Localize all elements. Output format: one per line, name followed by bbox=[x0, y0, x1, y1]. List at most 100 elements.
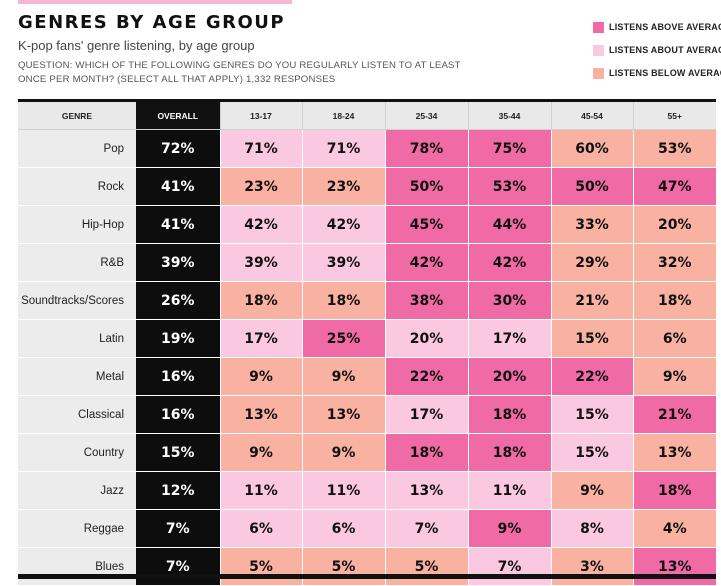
survey-question: QUESTION: WHICH OF THE FOLLOWING GENRES … bbox=[18, 60, 461, 85]
column-header-age: 13-17 bbox=[219, 99, 302, 130]
value-cell: 18% bbox=[467, 433, 551, 472]
genre-label: Hip-Hop bbox=[18, 205, 136, 244]
table-row: Classical 16% 13% 13% 17% 18% 15% 21% bbox=[18, 395, 716, 434]
value-cell: 38% bbox=[384, 281, 468, 320]
overall-value: 39% bbox=[136, 243, 220, 282]
value-cell: 15% bbox=[550, 433, 633, 472]
value-cell: 42% bbox=[384, 243, 468, 282]
column-header-age: 25-34 bbox=[384, 99, 468, 130]
value-cell: 8% bbox=[550, 509, 633, 548]
value-cell: 13% bbox=[384, 471, 468, 510]
title-accent-bar bbox=[18, 0, 292, 4]
chart-subtitle: K-pop fans' genre listening, by age grou… bbox=[18, 38, 255, 53]
table-row: Country 15% 9% 9% 18% 18% 15% 13% bbox=[18, 433, 716, 472]
legend-swatch-below bbox=[593, 68, 604, 79]
value-cell: 9% bbox=[467, 509, 551, 548]
value-cell: 9% bbox=[301, 357, 385, 396]
value-cell: 23% bbox=[219, 167, 302, 206]
value-cell: 15% bbox=[550, 319, 633, 358]
value-cell: 7% bbox=[467, 547, 551, 586]
legend-swatch-above bbox=[593, 22, 604, 33]
chart-title: GENRES BY AGE GROUP bbox=[18, 12, 286, 33]
value-cell: 25% bbox=[301, 319, 385, 358]
value-cell: 6% bbox=[301, 509, 385, 548]
value-cell: 23% bbox=[301, 167, 385, 206]
value-cell: 9% bbox=[219, 357, 302, 396]
overall-value: 12% bbox=[136, 471, 220, 510]
value-cell: 21% bbox=[550, 281, 633, 320]
value-cell: 5% bbox=[219, 547, 302, 586]
table-row: Pop 72% 71% 71% 78% 75% 60% 53% bbox=[18, 129, 716, 168]
value-cell: 6% bbox=[219, 509, 302, 548]
value-cell: 47% bbox=[632, 167, 716, 206]
column-header-age: 55+ bbox=[632, 99, 716, 130]
value-cell: 7% bbox=[384, 509, 468, 548]
genre-label: Latin bbox=[18, 319, 136, 358]
legend-label-about: LISTENS ABOUT AVERAGE bbox=[609, 45, 721, 55]
value-cell: 20% bbox=[632, 205, 716, 244]
value-cell: 60% bbox=[550, 129, 633, 168]
table-body: Pop 72% 71% 71% 78% 75% 60% 53% Rock 41% 23% 23% 50%… bbox=[18, 129, 716, 586]
value-cell: 13% bbox=[301, 395, 385, 434]
value-cell: 13% bbox=[219, 395, 302, 434]
legend-label-below: LISTENS BELOW AVERAGE bbox=[609, 68, 721, 78]
genre-label: Reggae bbox=[18, 509, 136, 548]
value-cell: 18% bbox=[632, 281, 716, 320]
column-header-age: 35-44 bbox=[467, 99, 551, 130]
value-cell: 17% bbox=[384, 395, 468, 434]
value-cell: 11% bbox=[219, 471, 302, 510]
value-cell: 9% bbox=[219, 433, 302, 472]
value-cell: 33% bbox=[550, 205, 633, 244]
genre-label: Jazz bbox=[18, 471, 136, 510]
value-cell: 18% bbox=[467, 395, 551, 434]
table-row: Reggae 7% 6% 6% 7% 9% 8% 4% bbox=[18, 509, 716, 548]
value-cell: 50% bbox=[384, 167, 468, 206]
table-header-row: GENRE OVERALL 13-17 18-24 25-34 35-44 45-54 55+ bbox=[18, 99, 716, 130]
overall-value: 7% bbox=[136, 547, 220, 586]
overall-value: 72% bbox=[136, 129, 220, 168]
value-cell: 13% bbox=[632, 547, 716, 586]
value-cell: 4% bbox=[632, 509, 716, 548]
value-cell: 13% bbox=[632, 433, 716, 472]
bottom-rule bbox=[18, 574, 716, 579]
genre-label: Metal bbox=[18, 357, 136, 396]
value-cell: 75% bbox=[467, 129, 551, 168]
value-cell: 3% bbox=[550, 547, 633, 586]
value-cell: 20% bbox=[467, 357, 551, 396]
value-cell: 44% bbox=[467, 205, 551, 244]
value-cell: 9% bbox=[632, 357, 716, 396]
table-row: Blues 7% 5% 5% 5% 7% 3% 13% bbox=[18, 547, 716, 586]
value-cell: 20% bbox=[384, 319, 468, 358]
value-cell: 17% bbox=[219, 319, 302, 358]
value-cell: 29% bbox=[550, 243, 633, 282]
overall-value: 7% bbox=[136, 509, 220, 548]
value-cell: 17% bbox=[467, 319, 551, 358]
value-cell: 9% bbox=[550, 471, 633, 510]
value-cell: 45% bbox=[384, 205, 468, 244]
value-cell: 18% bbox=[301, 281, 385, 320]
overall-value: 41% bbox=[136, 167, 220, 206]
value-cell: 11% bbox=[301, 471, 385, 510]
value-cell: 39% bbox=[219, 243, 302, 282]
legend-label-above: LISTENS ABOVE AVERAGE bbox=[609, 22, 721, 32]
genre-label: Classical bbox=[18, 395, 136, 434]
genre-label: R&B bbox=[18, 243, 136, 282]
column-header-age: 18-24 bbox=[301, 99, 385, 130]
value-cell: 22% bbox=[550, 357, 633, 396]
genre-label: Pop bbox=[18, 129, 136, 168]
value-cell: 5% bbox=[384, 547, 468, 586]
value-cell: 18% bbox=[384, 433, 468, 472]
value-cell: 15% bbox=[550, 395, 633, 434]
value-cell: 5% bbox=[301, 547, 385, 586]
value-cell: 78% bbox=[384, 129, 468, 168]
value-cell: 9% bbox=[301, 433, 385, 472]
table-row: Metal 16% 9% 9% 22% 20% 22% 9% bbox=[18, 357, 716, 396]
genre-label: Soundtracks/Scores bbox=[18, 281, 136, 320]
value-cell: 42% bbox=[219, 205, 302, 244]
overall-value: 16% bbox=[136, 395, 220, 434]
column-header-genre: GENRE bbox=[18, 99, 136, 130]
genre-label: Country bbox=[18, 433, 136, 472]
overall-value: 15% bbox=[136, 433, 220, 472]
overall-value: 26% bbox=[136, 281, 220, 320]
overall-value: 19% bbox=[136, 319, 220, 358]
